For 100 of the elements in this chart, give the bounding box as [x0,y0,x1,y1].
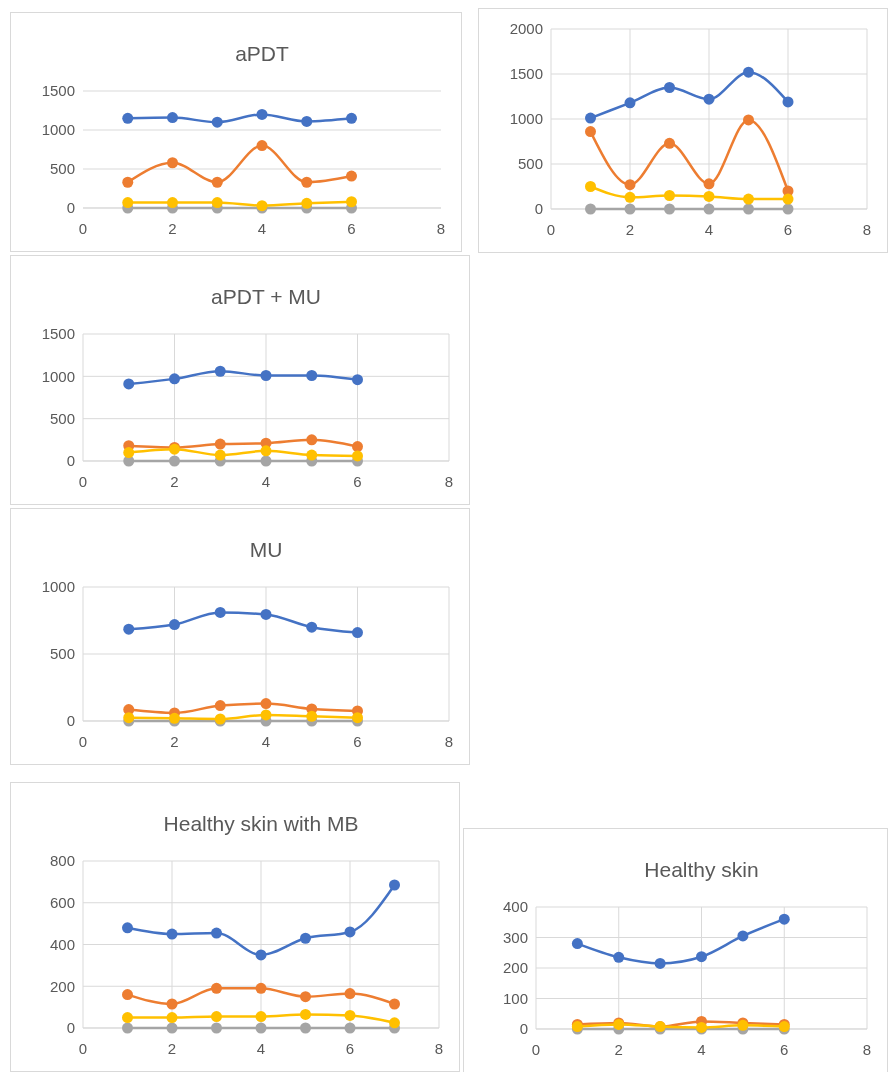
point [306,710,318,722]
point [122,922,133,934]
point [346,112,357,124]
chart-title: Healthy skin [644,858,759,881]
point [613,951,625,963]
point [300,932,311,944]
point [214,606,226,618]
x-tick-label: 8 [444,473,454,490]
point [344,1022,356,1034]
y-tick-label: 1500 [509,65,543,83]
point [123,447,135,459]
y-tick-label: 500 [49,409,75,427]
point [166,1022,178,1034]
point [306,434,318,446]
point [571,938,583,950]
point [703,203,715,215]
x-tick-label: 4 [697,1041,706,1058]
x-tick-label: 2 [167,1040,177,1057]
y-tick-label: 1000 [41,121,75,139]
point [211,927,222,939]
y-tick-label: 1500 [41,82,75,100]
y-tick-label: 100 [502,989,528,1007]
point [696,951,707,963]
x-tick-label: 6 [353,733,362,750]
y-tick-label: 600 [49,894,75,911]
point [300,1022,311,1034]
point [256,108,268,120]
x-tick-label: 2 [625,221,635,238]
point [260,445,272,457]
point [211,1011,222,1023]
point [255,1011,267,1023]
point [214,449,226,461]
point [166,1012,178,1024]
point [352,374,363,386]
point [585,181,596,192]
point [123,623,135,635]
y-tick-label: 1000 [41,367,75,385]
point [301,176,313,188]
x-tick-label: 6 [353,473,362,490]
point [166,998,178,1010]
point [255,982,267,994]
x-tick-label: 4 [256,1040,266,1057]
y-tick-label: 0 [66,452,75,470]
point [389,998,400,1010]
x-tick-label: 8 [436,220,446,237]
point [743,203,754,215]
point [782,203,794,215]
point [664,137,675,149]
point [260,369,272,381]
x-tick-label: 8 [444,733,454,750]
point [211,116,223,128]
point [214,438,226,450]
y-tick-label: 200 [49,977,75,995]
point [169,455,180,467]
point [624,179,636,191]
point [169,373,180,385]
x-tick-label: 4 [261,473,271,490]
point [301,115,313,127]
point [214,365,226,377]
point [389,879,400,891]
point [703,178,715,190]
point [624,97,636,109]
point [585,112,596,124]
point [122,1012,133,1024]
point [352,627,363,639]
x-tick-label: 6 [780,1041,789,1058]
point [122,197,134,209]
y-tick-label: 500 [49,645,75,663]
point [585,203,596,215]
point [743,114,754,126]
point [260,608,272,620]
point [301,197,313,209]
point [654,957,666,969]
point [166,928,178,940]
point [664,203,675,215]
point [211,197,223,209]
point [782,96,794,108]
point [624,203,636,215]
point [122,989,133,1001]
y-tick-label: 500 [517,155,543,173]
y-tick-label: 1000 [41,578,75,596]
point [664,190,675,201]
point [122,176,134,188]
point [300,1008,311,1020]
point [664,82,675,93]
point [344,988,356,1000]
y-tick-label: 800 [49,852,75,870]
point [122,112,134,124]
y-tick-label: 400 [49,935,75,953]
point [346,196,357,208]
x-tick-label: 0 [546,221,556,238]
x-tick-label: 4 [261,733,271,750]
point [389,1017,400,1029]
point [703,93,715,105]
chart-title: Healthy skin with MB [163,812,359,835]
x-tick-label: 2 [168,220,177,237]
x-tick-label: 2 [614,1041,623,1058]
point [260,709,272,721]
point [782,193,794,205]
x-tick-label: 0 [78,473,88,490]
